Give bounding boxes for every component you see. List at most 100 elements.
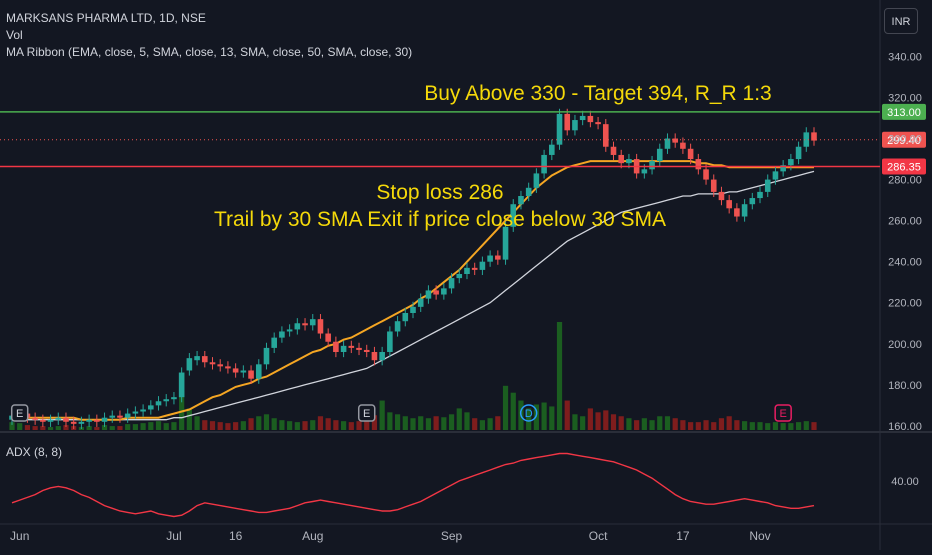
time-tick-label: Nov bbox=[749, 529, 770, 543]
chart-header: MARKSANS PHARMA LTD, 1D, NSE Vol MA Ribb… bbox=[6, 10, 412, 61]
volume-bar bbox=[580, 416, 586, 430]
horizontal-lines bbox=[0, 111, 880, 168]
volume-bar bbox=[263, 414, 270, 430]
volume-bar bbox=[101, 425, 108, 430]
candle-body bbox=[163, 399, 170, 402]
time-tick-label: 17 bbox=[676, 529, 690, 543]
time-tick-label: Sep bbox=[441, 529, 463, 543]
volume-bar bbox=[572, 414, 578, 430]
volume-bar bbox=[510, 392, 516, 430]
volume-bar bbox=[464, 412, 470, 430]
price-tick-label: 200.00 bbox=[888, 339, 922, 351]
candle-body bbox=[40, 419, 46, 422]
candle-body bbox=[348, 345, 355, 348]
time-axis: Jun Jul 16 Aug Sep Oct 17 Nov bbox=[10, 529, 771, 543]
candle-body bbox=[741, 204, 748, 217]
candle-body bbox=[55, 417, 62, 420]
candle-body bbox=[155, 401, 162, 406]
volume-bar bbox=[765, 423, 771, 430]
candle-body bbox=[780, 165, 786, 172]
volume-bar bbox=[109, 426, 115, 430]
price-tick-label: 240.00 bbox=[888, 257, 922, 269]
candle-body bbox=[471, 267, 478, 270]
candle-body bbox=[479, 261, 486, 270]
volume-bar bbox=[533, 404, 539, 430]
volume-bar bbox=[132, 424, 138, 430]
volume-bar bbox=[618, 416, 624, 430]
volume-bar bbox=[32, 426, 38, 430]
candle-body bbox=[217, 364, 224, 367]
candle-body bbox=[672, 138, 678, 143]
volume-bar bbox=[171, 422, 177, 430]
candle-body bbox=[525, 187, 532, 196]
candle-body bbox=[271, 337, 277, 348]
volume-bar bbox=[433, 416, 439, 430]
volume-bar bbox=[734, 420, 740, 430]
volume-bar bbox=[387, 412, 393, 430]
volume-bar bbox=[24, 425, 31, 430]
volume-bar bbox=[410, 418, 416, 430]
volume-bar bbox=[294, 422, 300, 430]
time-tick-label: 16 bbox=[229, 529, 243, 543]
candle-body bbox=[178, 372, 185, 398]
adx-tick-label: 40.00 bbox=[891, 476, 919, 488]
candle-body bbox=[757, 191, 763, 199]
candle-body bbox=[394, 321, 401, 332]
volume-bar bbox=[356, 421, 362, 430]
candle-body bbox=[579, 115, 586, 121]
volume-bar bbox=[556, 322, 563, 430]
earnings-marker bbox=[357, 404, 376, 422]
volume-bar bbox=[448, 414, 455, 430]
candle-body bbox=[32, 417, 38, 420]
candle-body bbox=[78, 421, 85, 424]
candle-body bbox=[186, 358, 193, 371]
sma50-line-group bbox=[12, 170, 815, 421]
volume-bar bbox=[749, 422, 755, 430]
volume-bar bbox=[325, 418, 331, 430]
volume-bar bbox=[402, 416, 408, 430]
time-tick-label: Jun bbox=[10, 529, 29, 543]
volume-bar bbox=[541, 402, 547, 430]
candle-body bbox=[795, 146, 802, 160]
candle-body bbox=[626, 159, 632, 164]
candle-body bbox=[788, 159, 794, 166]
candle-body bbox=[533, 173, 540, 188]
volume-bar bbox=[333, 420, 339, 430]
adx-label: ADX (8, 8) bbox=[6, 445, 62, 459]
candle-body bbox=[464, 267, 470, 274]
price-tick-label: 180.00 bbox=[888, 380, 922, 392]
volume-bar bbox=[418, 416, 424, 430]
candle-body bbox=[225, 366, 231, 369]
candle-body bbox=[194, 356, 200, 361]
volume-bar bbox=[47, 427, 54, 430]
volume-bar bbox=[549, 406, 555, 430]
candle-body bbox=[209, 362, 216, 365]
volume-bar bbox=[63, 425, 69, 430]
candle-body bbox=[148, 405, 154, 410]
stop-loss-line-label: 286.35 bbox=[887, 162, 921, 174]
candle-body bbox=[255, 364, 262, 379]
volume-bar bbox=[641, 418, 647, 430]
volume-legend[interactable]: Vol bbox=[6, 28, 23, 42]
adx-panel: ADX (8, 8) 40.00 bbox=[6, 445, 919, 518]
volume-bar bbox=[117, 426, 123, 430]
candle-body bbox=[564, 113, 571, 131]
candle-body bbox=[286, 329, 293, 332]
candle-body bbox=[402, 313, 409, 322]
volume-bar bbox=[317, 416, 324, 430]
ma-ribbon-legend[interactable]: MA Ribbon (EMA, close, 5, SMA, close, 13… bbox=[6, 45, 413, 59]
candle-body bbox=[656, 148, 663, 162]
volume-bar bbox=[772, 422, 779, 430]
candle-body bbox=[518, 196, 524, 205]
price-tick-label: 260.00 bbox=[888, 216, 922, 228]
volume-bar bbox=[472, 418, 478, 430]
candle-body bbox=[109, 415, 116, 418]
volume-bar bbox=[526, 408, 532, 430]
volume-bar bbox=[186, 408, 192, 430]
symbol-title[interactable]: MARKSANS PHARMA LTD, 1D, NSE bbox=[6, 11, 206, 25]
currency-button[interactable]: INR bbox=[884, 8, 918, 34]
volume-bar bbox=[695, 422, 701, 430]
candle-body bbox=[487, 255, 493, 262]
volume-bar bbox=[780, 423, 786, 430]
